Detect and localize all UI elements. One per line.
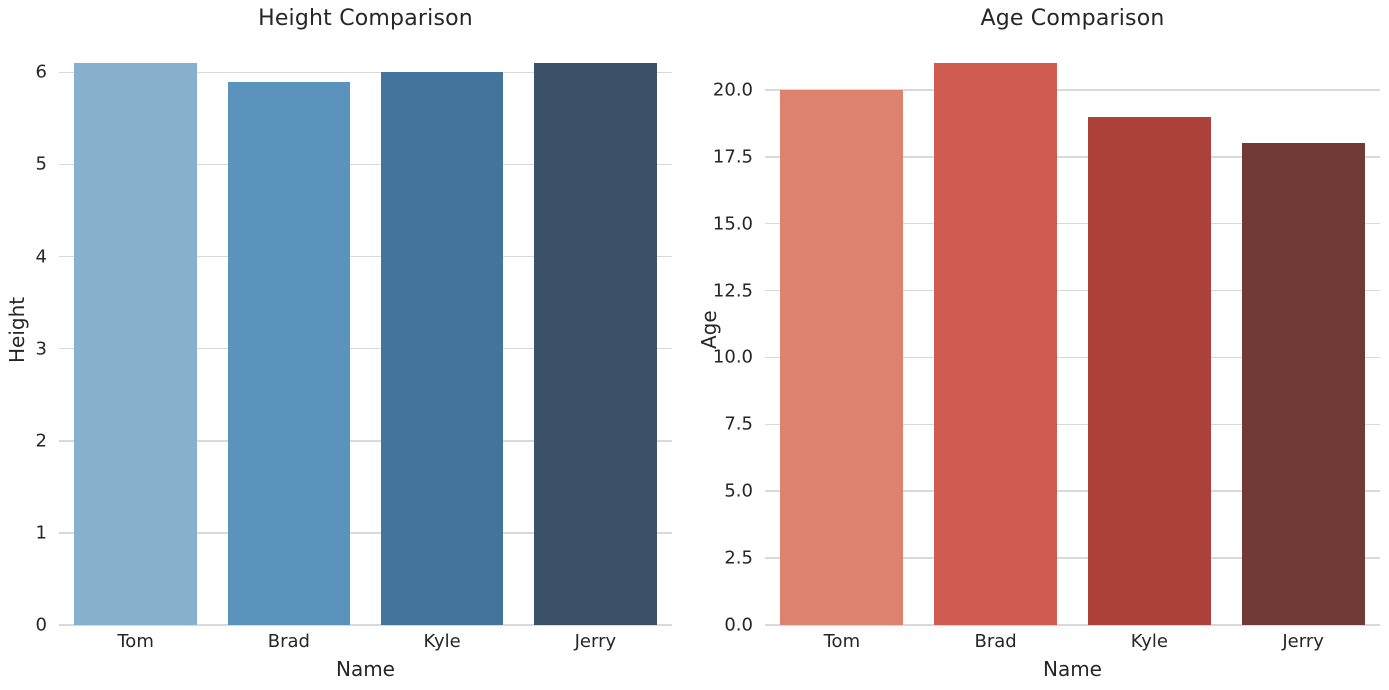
- y-tick-label: 7.5: [724, 413, 753, 435]
- age-comparison-chart: Age Comparison Age 0.0 2.5 5.0 7.5 10.0 12.5 1…: [694, 0, 1389, 690]
- gridline: [765, 289, 1380, 292]
- bars: [765, 35, 1380, 625]
- x-tick-label-kyle: Kyle: [1130, 631, 1168, 652]
- gridline: [59, 255, 672, 258]
- bar-brad: [227, 81, 351, 625]
- chart-title: Height Comparison: [258, 6, 473, 31]
- bar-brad: [934, 63, 1058, 625]
- chart-title: Age Comparison: [980, 6, 1165, 31]
- bar-slot: [59, 35, 212, 625]
- x-tick-label-brad: Brad: [974, 631, 1017, 652]
- y-tick-label: 1: [35, 522, 47, 544]
- bar-slot: [919, 35, 1073, 625]
- gridlines: [765, 35, 1380, 626]
- bar-jerry: [534, 63, 657, 625]
- y-tick-label: 0: [35, 614, 47, 636]
- x-tick-label-tom: Tom: [823, 631, 861, 652]
- y-tick-label: 15.0: [712, 213, 753, 235]
- y-tick-label: 12.5: [712, 280, 753, 302]
- x-tick-label-brad: Brad: [267, 631, 310, 652]
- x-axis-label: Name: [1042, 657, 1102, 681]
- y-tick-label: 2: [35, 430, 47, 452]
- y-tick-label: 17.5: [712, 146, 753, 168]
- bar-slot: [519, 35, 672, 625]
- bar-slot: [366, 35, 519, 625]
- y-tick-label: 3: [35, 338, 47, 360]
- gridline: [59, 440, 672, 442]
- bars: [59, 35, 672, 625]
- bar-kyle: [1087, 116, 1211, 625]
- y-tick-label: 2.5: [724, 547, 753, 569]
- gridline: [765, 490, 1380, 492]
- y-tick-label: 4: [35, 246, 47, 268]
- x-tick-label-kyle: Kyle: [423, 631, 461, 652]
- bar-slot: [1226, 35, 1380, 625]
- x-tick-label-jerry: Jerry: [574, 631, 617, 652]
- x-tick-labels: Tom Brad Kyle Jerry: [59, 631, 672, 655]
- bar-kyle: [380, 72, 504, 625]
- bar-tom: [74, 63, 197, 625]
- gridline: [765, 89, 1380, 91]
- gridlines: [59, 35, 672, 626]
- y-tick-label: 5: [35, 153, 47, 175]
- y-tick-label: 0.0: [724, 614, 753, 636]
- plot-area: [59, 35, 672, 626]
- gridline: [59, 532, 672, 534]
- y-tick-labels: 0 1 2 3 4 5 6: [0, 35, 47, 636]
- y-tick-label: 10.0: [712, 346, 753, 368]
- bar-slot: [765, 35, 919, 625]
- x-tick-label-tom: Tom: [117, 631, 154, 652]
- y-tick-label: 6: [35, 61, 47, 83]
- bar-slot: [212, 35, 365, 625]
- gridline: [765, 156, 1380, 158]
- y-tick-labels: 0.0 2.5 5.0 7.5 10.0 12.5 15.0 17.5 20.0: [693, 35, 753, 635]
- bar-slot: [1073, 35, 1227, 625]
- gridline: [59, 163, 672, 166]
- gridline: [765, 423, 1380, 426]
- plot-area: [765, 35, 1380, 626]
- gridline: [765, 222, 1380, 225]
- bar-tom: [780, 89, 904, 625]
- y-tick-label: 20.0: [712, 79, 753, 101]
- gridline: [765, 624, 1380, 626]
- y-tick-label: 5.0: [724, 480, 753, 502]
- gridline: [59, 71, 672, 74]
- gridline: [59, 624, 672, 626]
- gridline: [765, 557, 1380, 559]
- gridline: [59, 347, 672, 350]
- x-axis-label: Name: [335, 657, 395, 681]
- x-tick-labels: Tom Brad Kyle Jerry: [765, 631, 1380, 655]
- bar-jerry: [1241, 143, 1365, 625]
- x-tick-label-jerry: Jerry: [1282, 631, 1324, 652]
- gridline: [765, 356, 1380, 359]
